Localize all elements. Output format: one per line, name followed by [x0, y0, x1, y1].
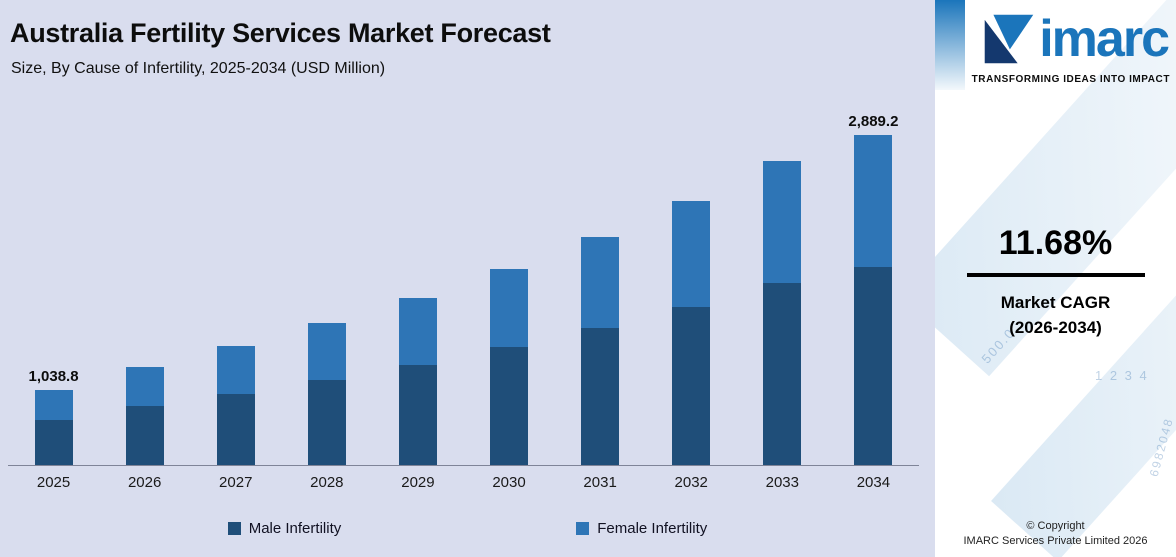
- bar-segment-male: [398, 365, 437, 465]
- bar-column: [737, 113, 828, 465]
- x-axis-line: [8, 465, 919, 466]
- x-axis-label: 2032: [674, 474, 708, 491]
- bar-segment-female: [854, 135, 893, 267]
- chart-title: Australia Fertility Services Market Fore…: [10, 18, 551, 48]
- chart-legend: Male Infertility Female Infertility: [0, 520, 935, 537]
- bar-value-label: 1,038.8: [28, 368, 79, 385]
- imarc-logo-text: imarc: [1039, 10, 1170, 68]
- x-axis-label: 2028: [310, 474, 344, 491]
- imarc-logo: imarc TRANSFORMING IDEAS INTO IMPACT: [935, 10, 1176, 85]
- bar-stack: [672, 113, 711, 465]
- brand-panel: 500.0 1 2 3 4 6982048 imarc TRANSFORMING…: [935, 0, 1176, 557]
- bar-segment-male: [307, 380, 346, 465]
- bar-column: [646, 113, 737, 465]
- bar-segment-female: [763, 161, 802, 283]
- bar-stack: [307, 113, 346, 465]
- bar-segment-male: [672, 307, 711, 465]
- x-axis-labels: 2025 2026 2027 2028 2029 2030 2031 2032 2033 2034: [8, 474, 919, 491]
- x-axis-label: 2025: [36, 474, 71, 491]
- legend-label-male: Male Infertility: [248, 520, 342, 537]
- imarc-tagline: TRANSFORMING IDEAS INTO IMPACT: [971, 74, 1170, 85]
- stacked-bar-chart: 1,038.8 2,889.2: [8, 113, 919, 465]
- x-axis-label: 2027: [219, 474, 253, 491]
- bar-segment-female: [490, 269, 529, 347]
- bar-segment-male: [581, 328, 620, 465]
- x-axis-label: 2034: [856, 474, 891, 491]
- bar-stack: 2,889.2: [848, 113, 898, 465]
- bar-column: [99, 113, 190, 465]
- bar-segment-female: [216, 346, 255, 394]
- bar-stack: [490, 113, 529, 465]
- bar-value-label: 2,889.2: [848, 113, 899, 130]
- bar-column: 1,038.8: [8, 113, 99, 465]
- bar-segment-female: [581, 237, 620, 328]
- bar-stack: 1,038.8: [29, 113, 79, 465]
- copyright-block: © Copyright IMARC Services Private Limit…: [935, 520, 1176, 547]
- legend-label-female: Female Infertility: [597, 520, 708, 537]
- female-infertility-swatch-icon: [576, 522, 590, 535]
- bar-stack: [125, 113, 164, 465]
- male-infertility-swatch-icon: [227, 522, 241, 535]
- bar-segment-female: [125, 367, 164, 406]
- bar-column: [281, 113, 372, 465]
- bar-segment-male: [125, 406, 164, 465]
- x-axis-label: 2031: [583, 474, 617, 491]
- cagr-label-line1: Market CAGR: [1000, 293, 1111, 312]
- bar-column: [555, 113, 646, 465]
- bar-segment-female: [307, 323, 346, 380]
- bar-segment-male: [490, 347, 529, 465]
- x-axis-label: 2030: [492, 474, 526, 491]
- copyright-line2: IMARC Services Private Limited 2026: [963, 535, 1148, 547]
- legend-item-male: Male Infertility: [227, 520, 342, 537]
- cagr-underline: [966, 273, 1145, 277]
- bar-segment-male: [763, 283, 802, 465]
- copyright-line1: © Copyright: [1026, 520, 1085, 532]
- x-axis-label: 2033: [765, 474, 799, 491]
- bar-stack: [581, 113, 620, 465]
- bar-column: 2,889.2: [828, 113, 919, 465]
- bar-stack: [763, 113, 802, 465]
- bar-segment-male: [216, 394, 255, 465]
- bar-stack: [216, 113, 255, 465]
- legend-item-female: Female Infertility: [576, 520, 707, 537]
- bar-segment-female: [398, 298, 437, 365]
- bar-column: [190, 113, 281, 465]
- bar-segment-male: [854, 266, 893, 465]
- watermark-number: 1 2 3 4: [1095, 368, 1149, 383]
- cagr-block: 11.68% Market CAGR (2026-2034): [935, 224, 1176, 340]
- bar-segment-female: [672, 201, 711, 307]
- chart-panel: Australia Fertility Services Market Fore…: [0, 0, 935, 557]
- bar-column: [372, 113, 463, 465]
- bar-segment-female: [34, 390, 73, 420]
- imarc-logo-mark-icon: [984, 14, 1034, 64]
- chart-subtitle: Size, By Cause of Infertility, 2025-2034…: [11, 60, 386, 77]
- decorative-ribbon: [935, 0, 965, 90]
- bar-stack: [398, 113, 437, 465]
- x-axis-label: 2026: [127, 474, 162, 491]
- bar-column: [463, 113, 554, 465]
- bar-segment-male: [34, 420, 73, 465]
- x-axis-label: 2029: [401, 474, 435, 491]
- cagr-label-line2: (2026-2034): [1009, 317, 1102, 337]
- cagr-value: 11.68%: [998, 224, 1113, 262]
